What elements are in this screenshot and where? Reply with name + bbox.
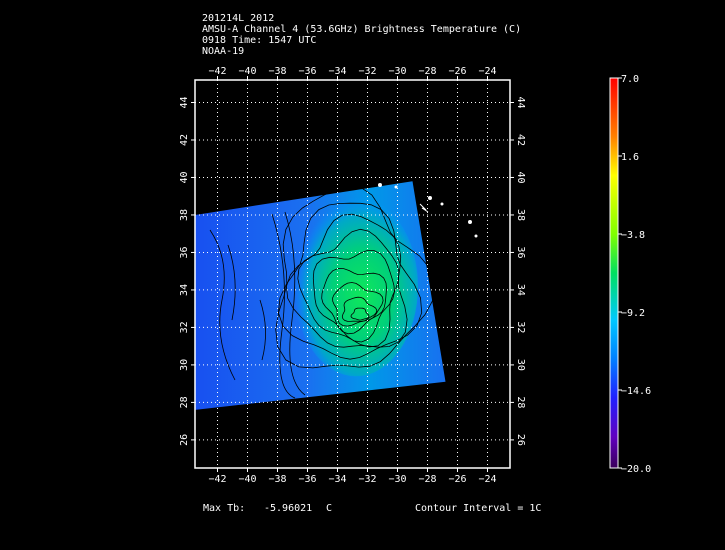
contour-line bbox=[277, 202, 423, 360]
contour-line bbox=[271, 213, 296, 399]
x-tick-label-bottom: −38 bbox=[268, 474, 286, 485]
y-tick-label-right: 42 bbox=[515, 134, 526, 146]
y-tick-label-left: 36 bbox=[179, 246, 190, 258]
y-tick-label-right: 30 bbox=[515, 359, 526, 371]
y-tick-label-left: 30 bbox=[179, 359, 190, 371]
warm-core-fill bbox=[294, 196, 418, 377]
y-tick-label-right: 32 bbox=[515, 321, 526, 333]
x-tick-label-bottom: −34 bbox=[328, 474, 346, 485]
x-tick-label-top: −26 bbox=[448, 66, 466, 77]
contour-line bbox=[284, 211, 306, 396]
x-tick-label-top: −34 bbox=[328, 66, 346, 77]
colorbar-tick-label: −14.6 bbox=[621, 386, 651, 397]
x-tick-label-top: −24 bbox=[478, 66, 496, 77]
x-tick-label-bottom: −42 bbox=[208, 474, 226, 485]
land-outline bbox=[419, 203, 429, 213]
land-outline bbox=[378, 183, 382, 187]
colorbar-tick-label: −9.2 bbox=[621, 308, 645, 319]
colorbar-tick-label: −20.0 bbox=[621, 464, 651, 475]
contour-line bbox=[227, 244, 236, 321]
title-line-1: 201214L 2012 bbox=[202, 13, 275, 24]
plot-frame bbox=[194, 79, 511, 469]
colorbar-tick-label: −3.8 bbox=[621, 230, 645, 241]
contour-line bbox=[297, 228, 400, 348]
x-tick-label-bottom: −28 bbox=[418, 474, 436, 485]
y-tick-label-right: 36 bbox=[515, 246, 526, 258]
land-outline bbox=[474, 234, 478, 238]
x-tick-label-bottom: −24 bbox=[478, 474, 496, 485]
y-tick-label-right: 38 bbox=[515, 209, 526, 221]
x-tick-label-top: −28 bbox=[418, 66, 436, 77]
y-tick-label-right: 34 bbox=[515, 284, 526, 296]
colorbar-tick-label: 1.6 bbox=[621, 152, 639, 163]
contour-line bbox=[259, 299, 266, 361]
max-tb-unit: C bbox=[326, 503, 333, 514]
y-tick-label-left: 32 bbox=[179, 321, 190, 333]
y-tick-label-right: 28 bbox=[515, 396, 526, 408]
max-tb-value: -5.96021 bbox=[264, 503, 313, 514]
x-tick-label-top: −36 bbox=[298, 66, 316, 77]
colorbar-tick-label: 7.0 bbox=[621, 74, 639, 85]
x-tick-label-top: −38 bbox=[268, 66, 286, 77]
land-outline bbox=[394, 185, 398, 189]
y-tick-label-left: 28 bbox=[179, 396, 190, 408]
title-line-2: AMSU-A Channel 4 (53.6GHz) Brightness Te… bbox=[202, 24, 522, 35]
x-tick-label-bottom: −36 bbox=[298, 474, 316, 485]
x-tick-label-bottom: −40 bbox=[238, 474, 256, 485]
contour-line bbox=[209, 229, 236, 381]
x-tick-label-top: −32 bbox=[358, 66, 376, 77]
contour-interval: Contour Interval = 1C bbox=[415, 503, 542, 514]
land-outline bbox=[440, 202, 444, 206]
y-tick-label-left: 38 bbox=[179, 209, 190, 221]
land-outline bbox=[468, 220, 472, 224]
y-tick-label-left: 34 bbox=[179, 284, 190, 296]
y-tick-label-right: 40 bbox=[515, 171, 526, 183]
y-tick-label-right: 44 bbox=[515, 96, 526, 108]
land-outline bbox=[428, 196, 432, 200]
colorbar bbox=[609, 77, 619, 469]
y-tick-label-left: 44 bbox=[179, 96, 190, 108]
x-tick-label-top: −30 bbox=[388, 66, 406, 77]
contour-line bbox=[321, 268, 387, 335]
title-line-3: 0918 Time: 1547 UTC bbox=[202, 35, 317, 46]
x-tick-label-top: −42 bbox=[208, 66, 226, 77]
contour-line bbox=[341, 296, 378, 322]
y-tick-label-left: 42 bbox=[179, 134, 190, 146]
x-tick-label-top: −40 bbox=[238, 66, 256, 77]
max-tb-label: Max Tb: bbox=[203, 503, 246, 514]
y-tick-label-left: 26 bbox=[179, 434, 190, 446]
contour-line bbox=[275, 185, 436, 369]
x-tick-label-bottom: −32 bbox=[358, 474, 376, 485]
contour-line bbox=[350, 307, 370, 321]
x-tick-label-bottom: −30 bbox=[388, 474, 406, 485]
x-tick-label-bottom: −26 bbox=[448, 474, 466, 485]
contour-line bbox=[312, 250, 395, 343]
title-line-4: NOAA-19 bbox=[202, 46, 245, 57]
y-tick-label-right: 26 bbox=[515, 434, 526, 446]
y-tick-label-left: 40 bbox=[179, 171, 190, 183]
